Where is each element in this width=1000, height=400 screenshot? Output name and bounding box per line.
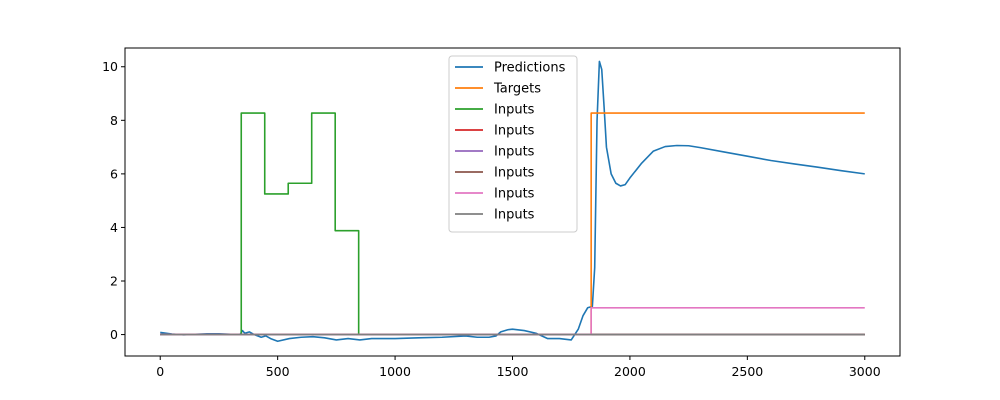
- y-tick-label-3: 6: [110, 166, 118, 181]
- x-tick-label-6: 3000: [849, 364, 881, 379]
- ticks-layer: 0 500 1000 1500 2000 2500 3000 0 2 4 6 8 10: [102, 59, 881, 379]
- x-tick-label-2: 1000: [379, 364, 411, 379]
- legend-label-4: Inputs: [494, 145, 535, 160]
- y-tick-label-2: 4: [110, 220, 118, 235]
- series-line-2: [160, 112, 865, 336]
- legend: Predictions Targets Inputs Inputs Inputs Inpu…: [448, 55, 578, 233]
- y-tick-label-0: 0: [110, 327, 118, 342]
- legend-box: [448, 55, 578, 233]
- legend-label-1: Targets: [493, 82, 541, 97]
- x-tick-label-3: 1500: [497, 364, 529, 379]
- series-layer: [160, 60, 865, 343]
- x-tick-label-0: 0: [156, 364, 164, 379]
- legend-label-0: Predictions: [494, 61, 566, 76]
- y-tick-label-1: 2: [110, 274, 118, 289]
- legend-label-5: Inputs: [494, 166, 535, 181]
- x-tick-label-1: 500: [266, 364, 290, 379]
- x-tick-label-4: 2000: [614, 364, 646, 379]
- y-tick-label-4: 8: [110, 113, 118, 128]
- series-line-6: [160, 306, 865, 336]
- y-tick-label-5: 10: [102, 59, 118, 74]
- legend-label-6: Inputs: [494, 187, 535, 202]
- x-tick-label-5: 2500: [731, 364, 763, 379]
- legend-label-7: Inputs: [494, 208, 535, 223]
- legend-label-3: Inputs: [494, 124, 535, 139]
- legend-label-2: Inputs: [494, 103, 535, 118]
